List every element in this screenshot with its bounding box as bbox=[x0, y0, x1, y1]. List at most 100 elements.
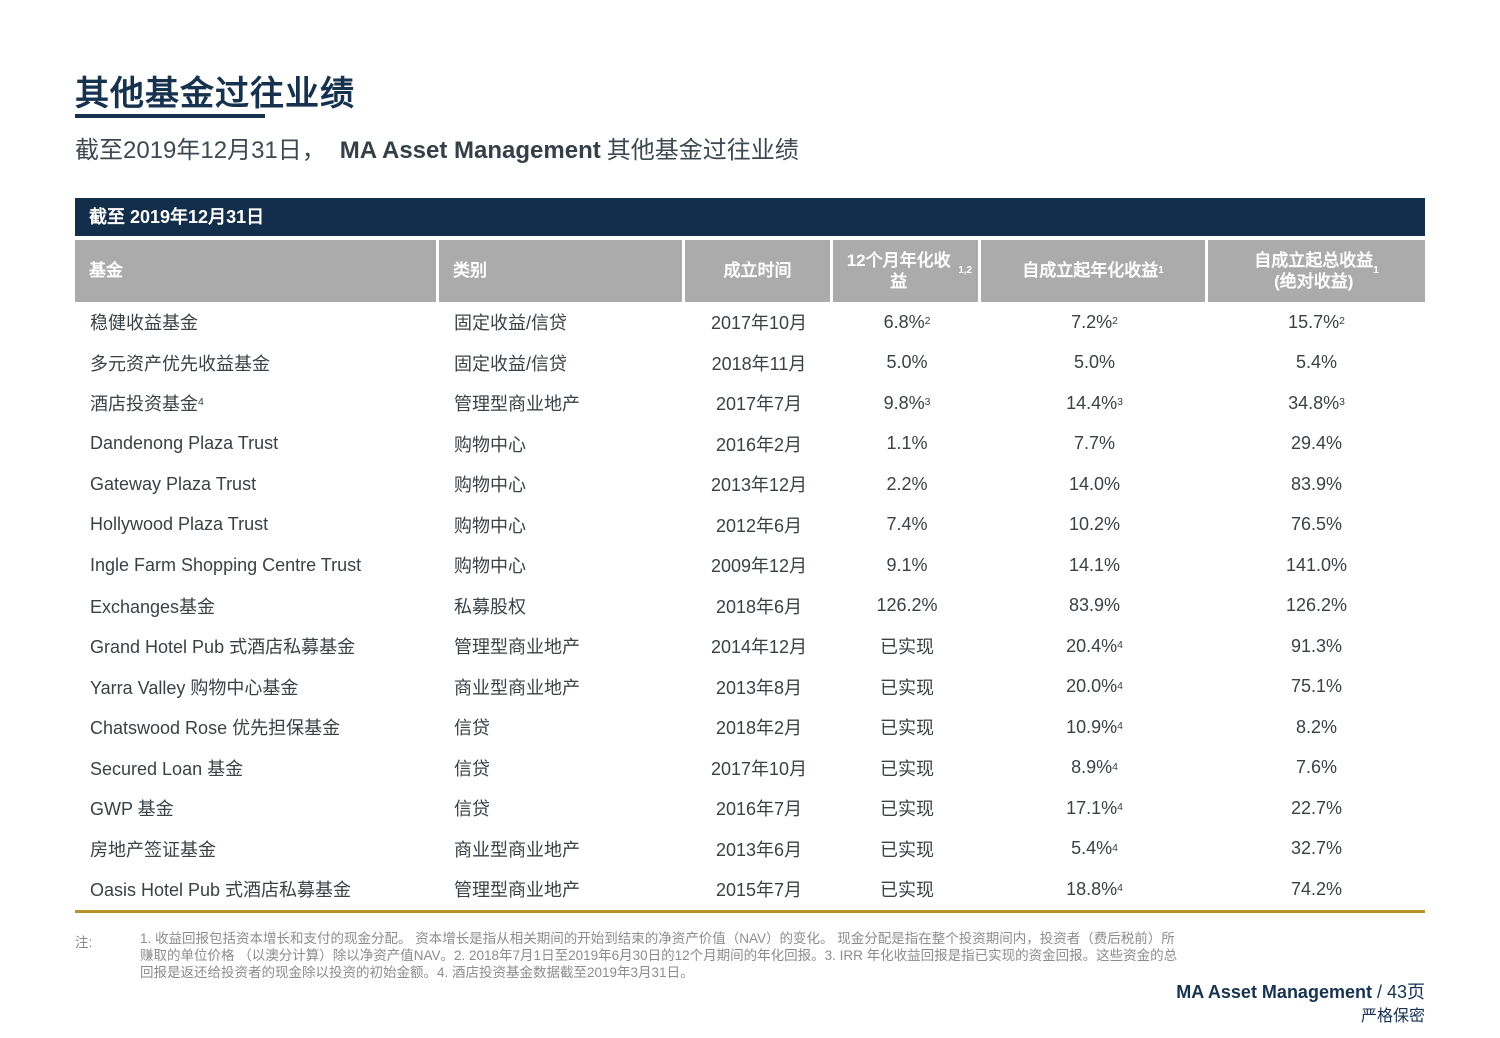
cell-annualized-return-since-inception: 83.9% bbox=[1068, 595, 1121, 616]
column-header-12m-annualized-return: 12个月年化收益 1,2 bbox=[833, 240, 978, 302]
cell-12m-annualized-return: 已实现 bbox=[880, 718, 934, 739]
cell-12m-annualized-return: 1.1% bbox=[886, 433, 928, 454]
cell-category: 私募股权 bbox=[454, 596, 526, 617]
cell-total-return-since-inception: 126.2% bbox=[1285, 595, 1348, 616]
cell-category: 信贷 bbox=[454, 799, 490, 820]
cell-total-return-since-inception: 141.0% bbox=[1285, 554, 1348, 575]
cell-fund: Exchanges基金 bbox=[90, 596, 216, 617]
cell-12m-annualized-return: 6.8% 2 bbox=[883, 311, 931, 332]
cell-total-return-since-inception: 76.5% bbox=[1290, 514, 1343, 535]
cell-category: 购物中心 bbox=[454, 434, 526, 455]
cell-total-return-since-inception: 8.2% bbox=[1295, 716, 1338, 737]
table-row: 多元资产优先收益基金 固定收益/信贷 2018年11月 5.0% 5.0% 5.4% bbox=[75, 343, 1425, 384]
cell-fund: 稳健收益基金 bbox=[90, 313, 198, 334]
cell-inception-date: 2018年6月 bbox=[715, 596, 803, 617]
cell-category: 信贷 bbox=[454, 758, 490, 779]
column-header-inception-date: 成立时间 bbox=[685, 240, 830, 302]
cell-category: 管理型商业地产 bbox=[454, 394, 580, 415]
cell-12m-annualized-return: 已实现 bbox=[880, 637, 934, 658]
cell-category: 固定收益/信贷 bbox=[454, 313, 568, 334]
cell-fund: Oasis Hotel Pub 式酒店私募基金 bbox=[90, 880, 352, 901]
cell-total-return-since-inception: 7.6% bbox=[1295, 757, 1338, 778]
cell-12m-annualized-return: 5.0% bbox=[886, 352, 928, 373]
cell-annualized-return-since-inception: 10.2% bbox=[1068, 514, 1121, 535]
cell-category: 固定收益/信贷 bbox=[454, 353, 568, 374]
cell-12m-annualized-return: 已实现 bbox=[880, 677, 934, 698]
cell-annualized-return-since-inception: 7.7% bbox=[1073, 433, 1116, 454]
cell-12m-annualized-return: 已实现 bbox=[880, 880, 934, 901]
cell-fund: 多元资产优先收益基金 bbox=[90, 353, 270, 374]
footer-confidential: 严格保密 bbox=[1360, 1008, 1425, 1025]
cell-inception-date: 2013年12月 bbox=[710, 475, 808, 496]
cell-total-return-since-inception: 83.9% bbox=[1290, 473, 1343, 494]
cell-annualized-return-since-inception: 14.1% bbox=[1068, 554, 1121, 575]
table-row: Dandenong Plaza Trust 购物中心 2016年2月 1.1% 7.7%… bbox=[75, 424, 1425, 465]
cell-inception-date: 2018年11月 bbox=[711, 353, 807, 374]
table-row: Yarra Valley 购物中心基金 商业型商业地产 2013年8月 已实现 20.0… bbox=[75, 667, 1425, 708]
column-header-category: 类别 bbox=[439, 240, 682, 302]
cell-fund: 房地产签证基金 bbox=[90, 839, 216, 860]
cell-annualized-return-since-inception: 18.8% 4 bbox=[1066, 878, 1123, 899]
table-row: 酒店投资基金 4 管理型商业地产 2017年7月 9.8% 3 14.4% 3 34.8% 3 bbox=[75, 383, 1425, 424]
cell-annualized-return-since-inception: 7.2% 2 bbox=[1071, 311, 1118, 332]
cell-12m-annualized-return: 已实现 bbox=[880, 758, 934, 779]
cell-inception-date: 2009年12月 bbox=[710, 556, 808, 577]
footnote-text: 1. 收益回报包括资本增长和支付的现金分配。 资本增长是指从相关期间的开始到结束… bbox=[140, 931, 1178, 980]
cell-12m-annualized-return: 9.8% 3 bbox=[883, 392, 931, 413]
cell-inception-date: 2012年6月 bbox=[715, 515, 803, 536]
cell-12m-annualized-return: 7.4% bbox=[886, 514, 928, 535]
title-underline bbox=[75, 114, 265, 118]
cell-fund: GWP 基金 bbox=[90, 799, 174, 820]
cell-category: 管理型商业地产 bbox=[454, 637, 580, 658]
table-row: Ingle Farm Shopping Centre Trust 购物中心 2009… bbox=[75, 545, 1425, 586]
subtitle-suffix: 其他基金过往业绩 bbox=[606, 137, 799, 164]
cell-fund: 酒店投资基金 4 bbox=[90, 394, 204, 415]
subtitle-brand: MA Asset Management bbox=[339, 137, 601, 164]
cell-inception-date: 2014年12月 bbox=[710, 637, 808, 658]
column-header-fund: 基金 bbox=[75, 240, 436, 302]
table-banner-asof-date: 截至 2019年12月31日 bbox=[75, 198, 1425, 236]
cell-category: 购物中心 bbox=[454, 556, 526, 577]
cell-inception-date: 2017年7月 bbox=[715, 394, 803, 415]
table-row: Secured Loan 基金 信贷 2017年10月 已实现 8.9% 4 7.6% bbox=[75, 748, 1425, 789]
table-row: Gateway Plaza Trust 购物中心 2013年12月 2.2% 14.0%… bbox=[75, 464, 1425, 505]
cell-inception-date: 2013年6月 bbox=[715, 839, 803, 860]
cell-total-return-since-inception: 29.4% bbox=[1290, 433, 1343, 454]
cell-12m-annualized-return: 已实现 bbox=[880, 839, 934, 860]
cell-annualized-return-since-inception: 5.4% 4 bbox=[1071, 838, 1118, 859]
cell-total-return-since-inception: 74.2% bbox=[1290, 878, 1343, 899]
cell-annualized-return-since-inception: 5.0% bbox=[1073, 352, 1116, 373]
table-row: GWP 基金 信贷 2016年7月 已实现 17.1% 4 22.7% bbox=[75, 788, 1425, 829]
cell-inception-date: 2018年2月 bbox=[715, 718, 803, 739]
cell-total-return-since-inception: 91.3% bbox=[1290, 635, 1343, 656]
cell-12m-annualized-return: 9.1% bbox=[886, 554, 928, 575]
cell-total-return-since-inception: 34.8% 3 bbox=[1288, 392, 1345, 413]
table-row: Chatswood Rose 优先担保基金 信贷 2018年2月 已实现 10.9% 4 8… bbox=[75, 707, 1425, 748]
table-row: Oasis Hotel Pub 式酒店私募基金 管理型商业地产 2015年7月 已实现… bbox=[75, 869, 1425, 910]
cell-inception-date: 2017年10月 bbox=[710, 758, 808, 779]
cell-fund: Hollywood Plaza Trust bbox=[90, 514, 269, 535]
cell-fund: Ingle Farm Shopping Centre Trust bbox=[90, 554, 362, 575]
cell-fund: Gateway Plaza Trust bbox=[90, 473, 257, 494]
cell-total-return-since-inception: 22.7% bbox=[1290, 797, 1343, 818]
footer-brand-page: MA Asset Management / 43页 bbox=[1176, 978, 1425, 1004]
cell-annualized-return-since-inception: 14.0% bbox=[1068, 473, 1121, 494]
cell-fund: Yarra Valley 购物中心基金 bbox=[90, 677, 299, 698]
cell-fund: Secured Loan 基金 bbox=[90, 758, 244, 779]
page-title: 其他基金过往业绩 bbox=[75, 75, 355, 113]
cell-inception-date: 2016年7月 bbox=[715, 799, 803, 820]
cell-fund: Dandenong Plaza Trust bbox=[90, 433, 279, 454]
cell-12m-annualized-return: 已实现 bbox=[880, 799, 934, 820]
subtitle-date: 截至2019年12月31日， bbox=[75, 137, 326, 164]
footnote-label: 注: bbox=[75, 935, 93, 950]
cell-annualized-return-since-inception: 20.4% 4 bbox=[1066, 635, 1123, 656]
cell-fund: Chatswood Rose 优先担保基金 bbox=[90, 718, 341, 739]
page-subtitle: 截至2019年12月31日， MA Asset Management 其他基金过往业… bbox=[75, 130, 799, 165]
cell-annualized-return-since-inception: 20.0% 4 bbox=[1066, 676, 1123, 697]
column-header-total-return-since-inception: 自成立起总收益 (绝对收益) 1 bbox=[1208, 240, 1425, 302]
cell-total-return-since-inception: 75.1% bbox=[1290, 676, 1343, 697]
cell-inception-date: 2016年2月 bbox=[715, 434, 803, 455]
cell-annualized-return-since-inception: 14.4% 3 bbox=[1066, 392, 1123, 413]
table-row: 房地产签证基金 商业型商业地产 2013年6月 已实现 5.4% 4 32.7% bbox=[75, 829, 1425, 870]
cell-category: 管理型商业地产 bbox=[454, 880, 580, 901]
